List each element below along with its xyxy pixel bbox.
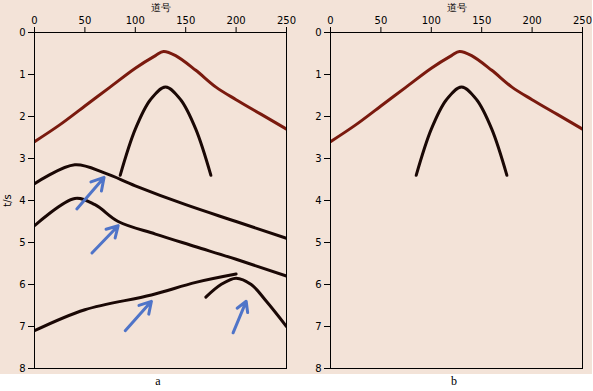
- svg-text:3: 3: [19, 153, 25, 164]
- svg-text:200: 200: [227, 15, 246, 26]
- svg-text:5: 5: [19, 237, 25, 248]
- svg-text:7: 7: [315, 321, 321, 332]
- svg-text:3: 3: [315, 153, 321, 164]
- svg-text:道号: 道号: [151, 2, 171, 13]
- svg-text:7: 7: [19, 321, 25, 332]
- svg-text:1: 1: [315, 69, 321, 80]
- svg-text:2: 2: [315, 111, 321, 122]
- svg-text:8: 8: [315, 363, 321, 374]
- svg-text:250: 250: [573, 15, 592, 26]
- svg-text:150: 150: [176, 15, 195, 26]
- svg-text:250: 250: [277, 15, 296, 26]
- svg-text:6: 6: [19, 279, 25, 290]
- svg-text:t/s: t/s: [2, 194, 13, 207]
- svg-text:100: 100: [126, 15, 145, 26]
- svg-text:4: 4: [315, 195, 321, 206]
- svg-text:0: 0: [315, 27, 321, 38]
- svg-text:6: 6: [315, 279, 321, 290]
- svg-text:0: 0: [327, 15, 333, 26]
- html-text:b: b: [451, 374, 457, 388]
- svg-text:1: 1: [19, 69, 25, 80]
- svg-text:0: 0: [19, 27, 25, 38]
- svg-text:200: 200: [523, 15, 542, 26]
- svg-text:5: 5: [315, 237, 321, 248]
- svg-text:150: 150: [472, 15, 491, 26]
- svg-text:8: 8: [19, 363, 25, 374]
- svg-text:50: 50: [375, 15, 388, 26]
- svg-text:道号: 道号: [447, 2, 467, 13]
- svg-text:0: 0: [31, 15, 37, 26]
- svg-text:2: 2: [19, 111, 25, 122]
- svg-text:50: 50: [79, 15, 92, 26]
- svg-text:4: 4: [19, 195, 25, 206]
- svg-text:100: 100: [422, 15, 441, 26]
- html-text:a: a: [155, 374, 161, 388]
